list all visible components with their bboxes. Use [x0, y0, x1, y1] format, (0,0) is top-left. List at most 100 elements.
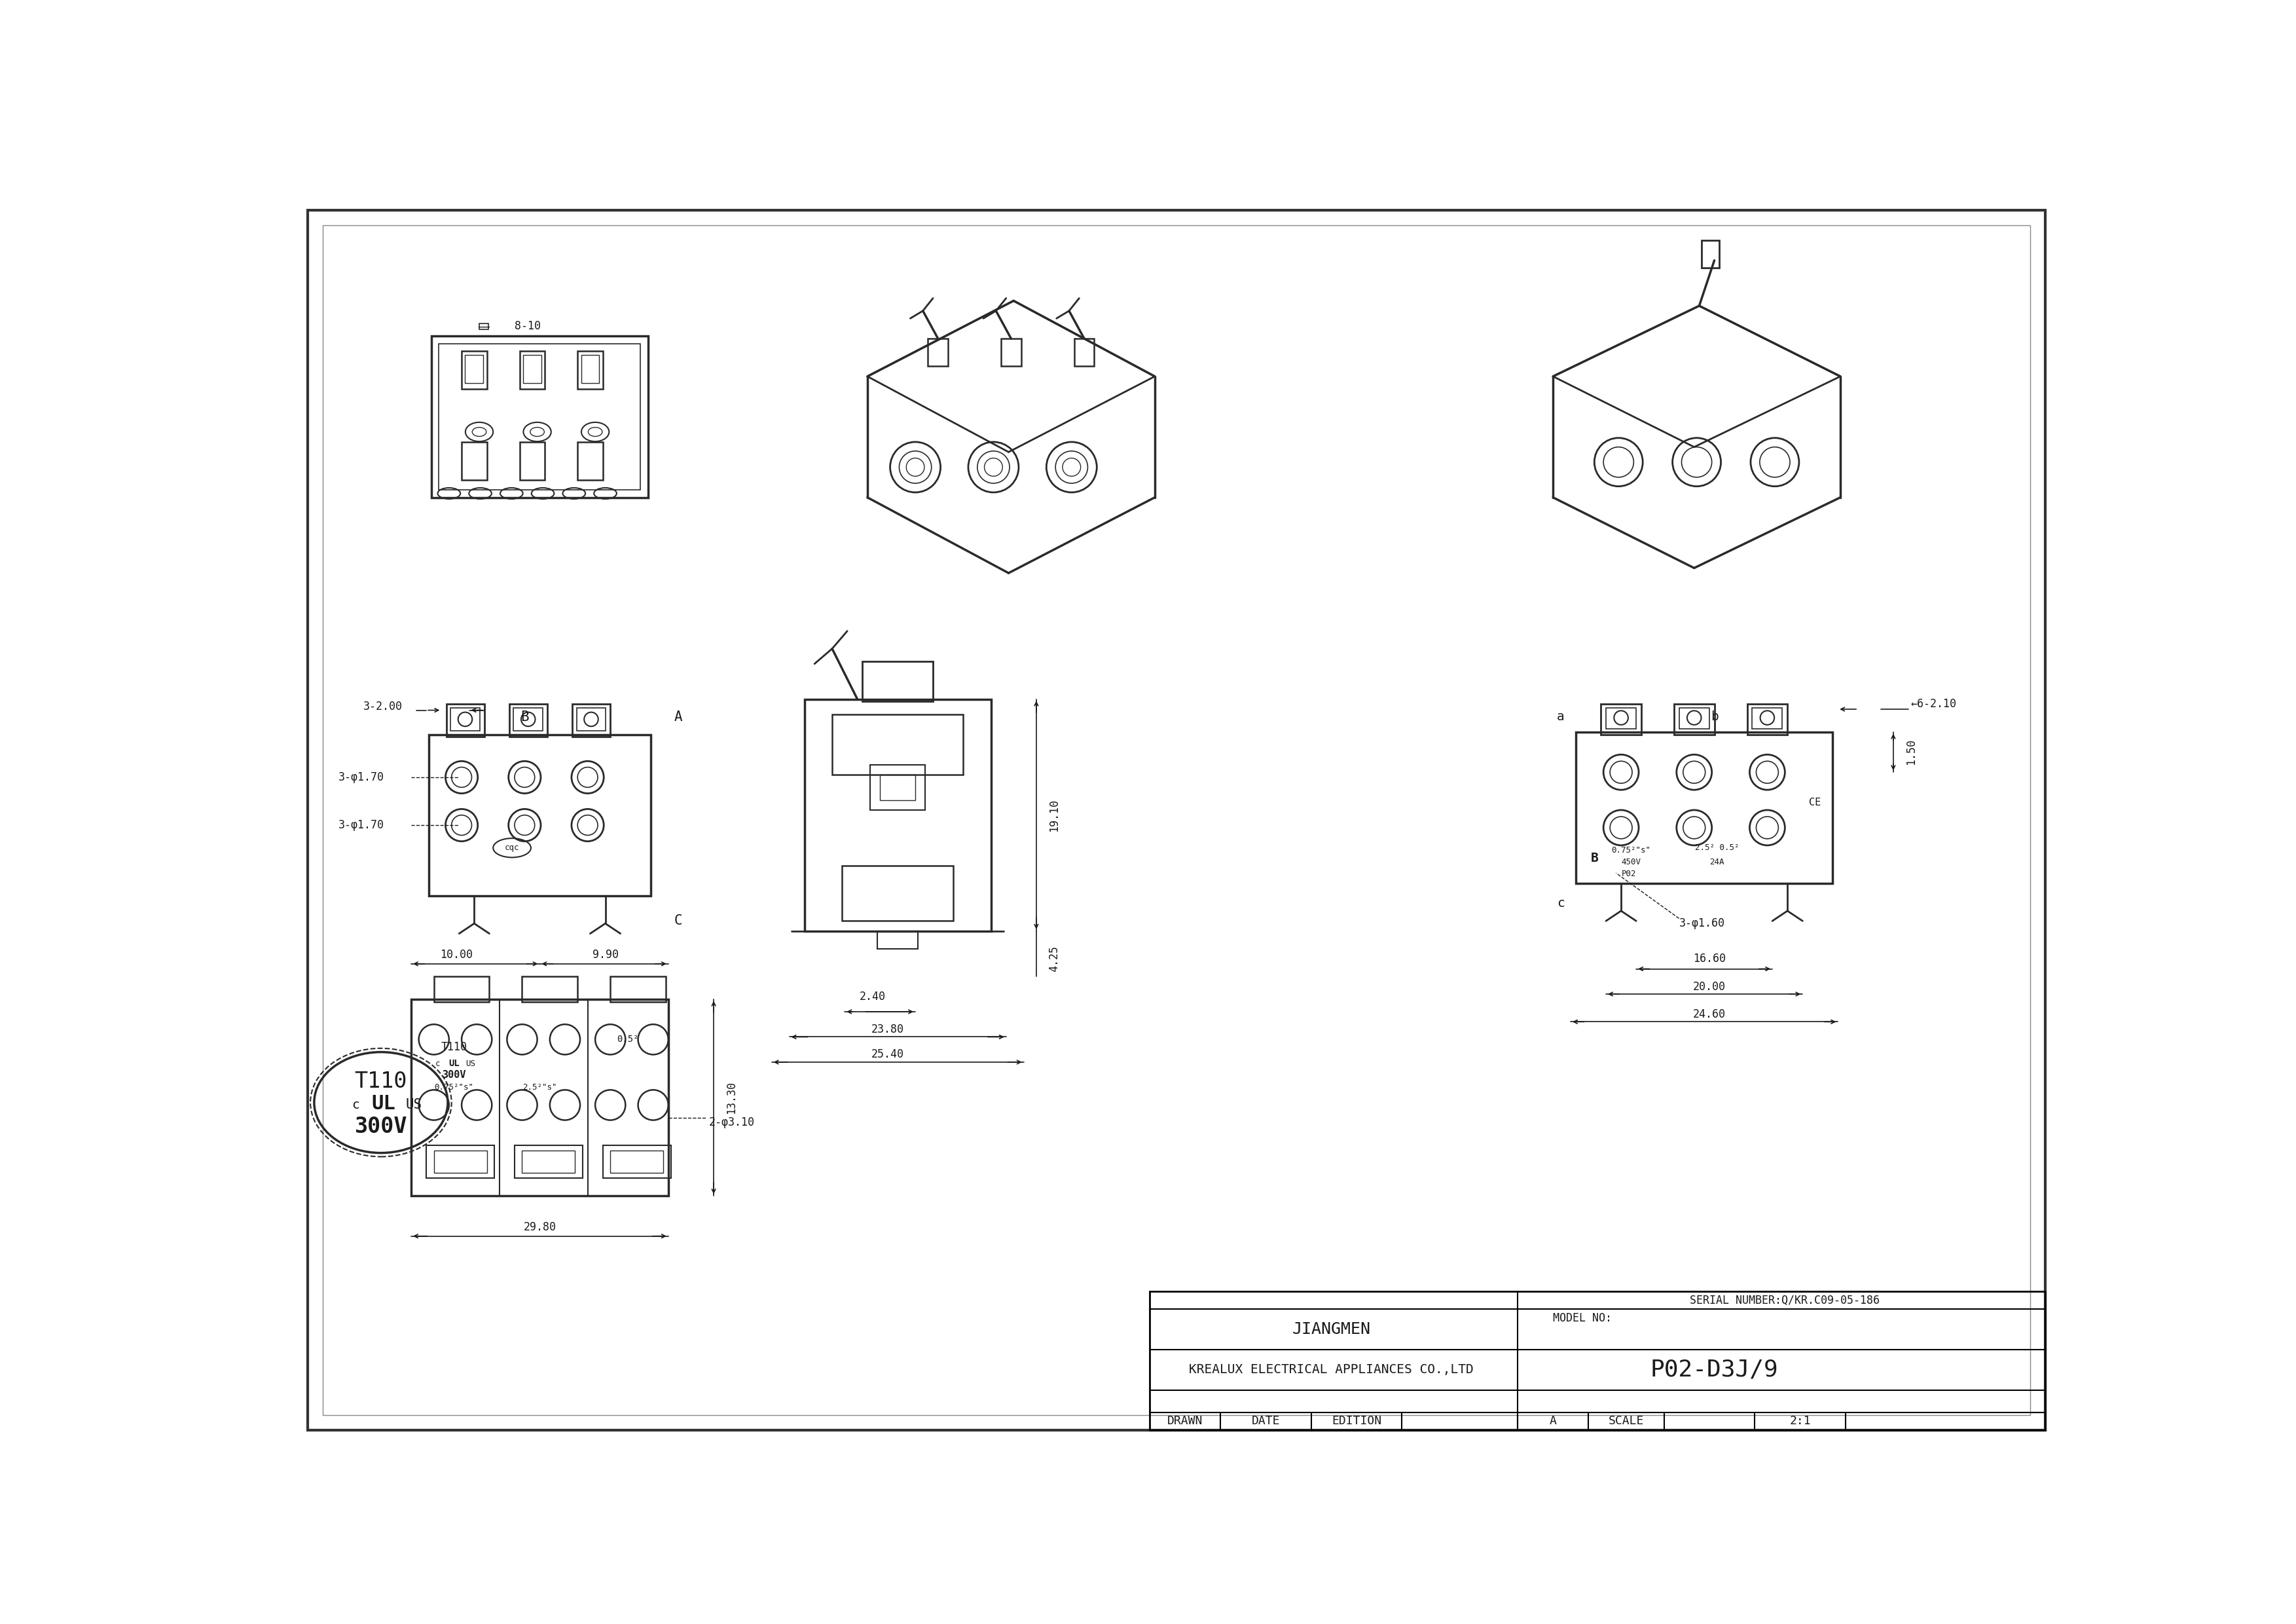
Bar: [1752, 708, 1782, 729]
Text: 3-2.00: 3-2.00: [363, 702, 402, 713]
Bar: [831, 715, 964, 775]
Text: 2:1: 2:1: [1789, 1415, 1812, 1427]
Bar: [879, 775, 916, 801]
Bar: [514, 708, 542, 731]
Text: DRAWN: DRAWN: [1166, 1415, 1203, 1427]
Text: 23.80: 23.80: [870, 1023, 905, 1034]
Text: 16.60: 16.60: [1692, 953, 1727, 965]
Bar: [461, 351, 487, 390]
Text: 25.40: 25.40: [870, 1049, 905, 1060]
Text: DATE: DATE: [1251, 1415, 1279, 1427]
Bar: [427, 1145, 494, 1177]
Bar: [870, 765, 925, 810]
Text: 300V: 300V: [443, 1070, 466, 1080]
Text: ←6-2.10: ←6-2.10: [1910, 698, 1956, 710]
Bar: [466, 356, 482, 383]
Text: UL: UL: [372, 1095, 395, 1112]
Text: EDITION: EDITION: [1332, 1415, 1382, 1427]
Text: 2-φ3.10: 2-φ3.10: [709, 1117, 755, 1129]
Bar: [461, 442, 487, 479]
Bar: [579, 442, 604, 479]
Bar: [1600, 705, 1642, 734]
Bar: [804, 698, 992, 931]
Text: A: A: [675, 710, 682, 723]
Bar: [450, 708, 480, 731]
Text: US: US: [466, 1059, 475, 1069]
Text: 4.25: 4.25: [1047, 945, 1061, 971]
Bar: [432, 336, 647, 497]
Text: B: B: [521, 710, 528, 723]
Text: c: c: [1557, 896, 1564, 909]
Text: UL: UL: [448, 1059, 459, 1069]
Text: 20.00: 20.00: [1692, 981, 1727, 992]
Bar: [1747, 705, 1786, 734]
Text: 2.5² 0.5²: 2.5² 0.5²: [1694, 843, 1738, 853]
Text: 2.40: 2.40: [859, 991, 886, 1002]
Text: T110: T110: [354, 1070, 406, 1091]
Text: c: c: [351, 1099, 360, 1111]
Text: 13.30: 13.30: [726, 1082, 737, 1114]
Text: A: A: [1550, 1415, 1557, 1427]
Bar: [519, 351, 544, 390]
Bar: [604, 1145, 670, 1177]
Bar: [843, 866, 953, 921]
Text: B: B: [1591, 851, 1598, 864]
Text: 3-φ1.60: 3-φ1.60: [1678, 918, 1724, 929]
Bar: [611, 976, 666, 1002]
Text: 0.75²"s": 0.75²"s": [1612, 846, 1651, 854]
Bar: [1605, 708, 1637, 729]
Bar: [579, 351, 604, 390]
Bar: [523, 356, 542, 383]
Text: SCALE: SCALE: [1607, 1415, 1644, 1427]
Bar: [877, 931, 918, 948]
Bar: [521, 1150, 574, 1173]
Text: 1.50: 1.50: [1906, 739, 1917, 765]
Text: C: C: [675, 914, 682, 927]
Bar: [863, 661, 932, 702]
Text: 2.5²"s": 2.5²"s": [523, 1083, 558, 1091]
Bar: [434, 976, 489, 1002]
Bar: [1701, 240, 1720, 268]
Text: CE: CE: [1809, 797, 1821, 807]
Bar: [519, 442, 544, 479]
Bar: [510, 705, 546, 737]
Text: 10.00: 10.00: [441, 948, 473, 961]
Text: 19.10: 19.10: [1047, 799, 1061, 831]
Bar: [1678, 708, 1708, 729]
Text: 0.75²"s": 0.75²"s": [434, 1083, 473, 1091]
Bar: [1575, 732, 1832, 883]
Text: 450V: 450V: [1621, 857, 1642, 866]
Text: KREALUX ELECTRICAL APPLIANCES CO.,LTD: KREALUX ELECTRICAL APPLIANCES CO.,LTD: [1189, 1364, 1474, 1376]
Text: 9.90: 9.90: [592, 948, 618, 961]
Bar: [572, 705, 611, 737]
Text: 3-φ1.70: 3-φ1.70: [338, 818, 383, 831]
Bar: [611, 1150, 664, 1173]
Bar: [1075, 338, 1095, 367]
Text: P02-D3J/9: P02-D3J/9: [1651, 1359, 1779, 1380]
Text: 24.60: 24.60: [1692, 1009, 1727, 1020]
Text: JIANGMEN: JIANGMEN: [1293, 1322, 1371, 1337]
Text: MODEL NO:: MODEL NO:: [1552, 1312, 1612, 1324]
Text: 8-10: 8-10: [514, 320, 542, 331]
Bar: [581, 356, 599, 383]
Text: 300V: 300V: [354, 1116, 406, 1137]
Text: 29.80: 29.80: [523, 1221, 556, 1233]
Bar: [576, 708, 606, 731]
Text: cqc: cqc: [505, 843, 519, 853]
Text: 24A: 24A: [1711, 857, 1724, 866]
Bar: [411, 999, 668, 1195]
Text: US: US: [406, 1098, 422, 1111]
Bar: [439, 344, 641, 490]
Text: a: a: [1557, 711, 1564, 723]
Bar: [429, 734, 650, 896]
Bar: [521, 976, 579, 1002]
Bar: [480, 323, 489, 330]
Text: 0.5²: 0.5²: [618, 1034, 638, 1044]
Text: 3-φ1.70: 3-φ1.70: [338, 771, 383, 783]
Bar: [1001, 338, 1022, 367]
Bar: [434, 1150, 487, 1173]
Bar: [514, 1145, 583, 1177]
Bar: [1150, 1291, 2046, 1431]
Text: SERIAL NUMBER:Q/KR.C09-05-186: SERIAL NUMBER:Q/KR.C09-05-186: [1690, 1294, 1880, 1306]
Text: T110: T110: [441, 1041, 466, 1052]
